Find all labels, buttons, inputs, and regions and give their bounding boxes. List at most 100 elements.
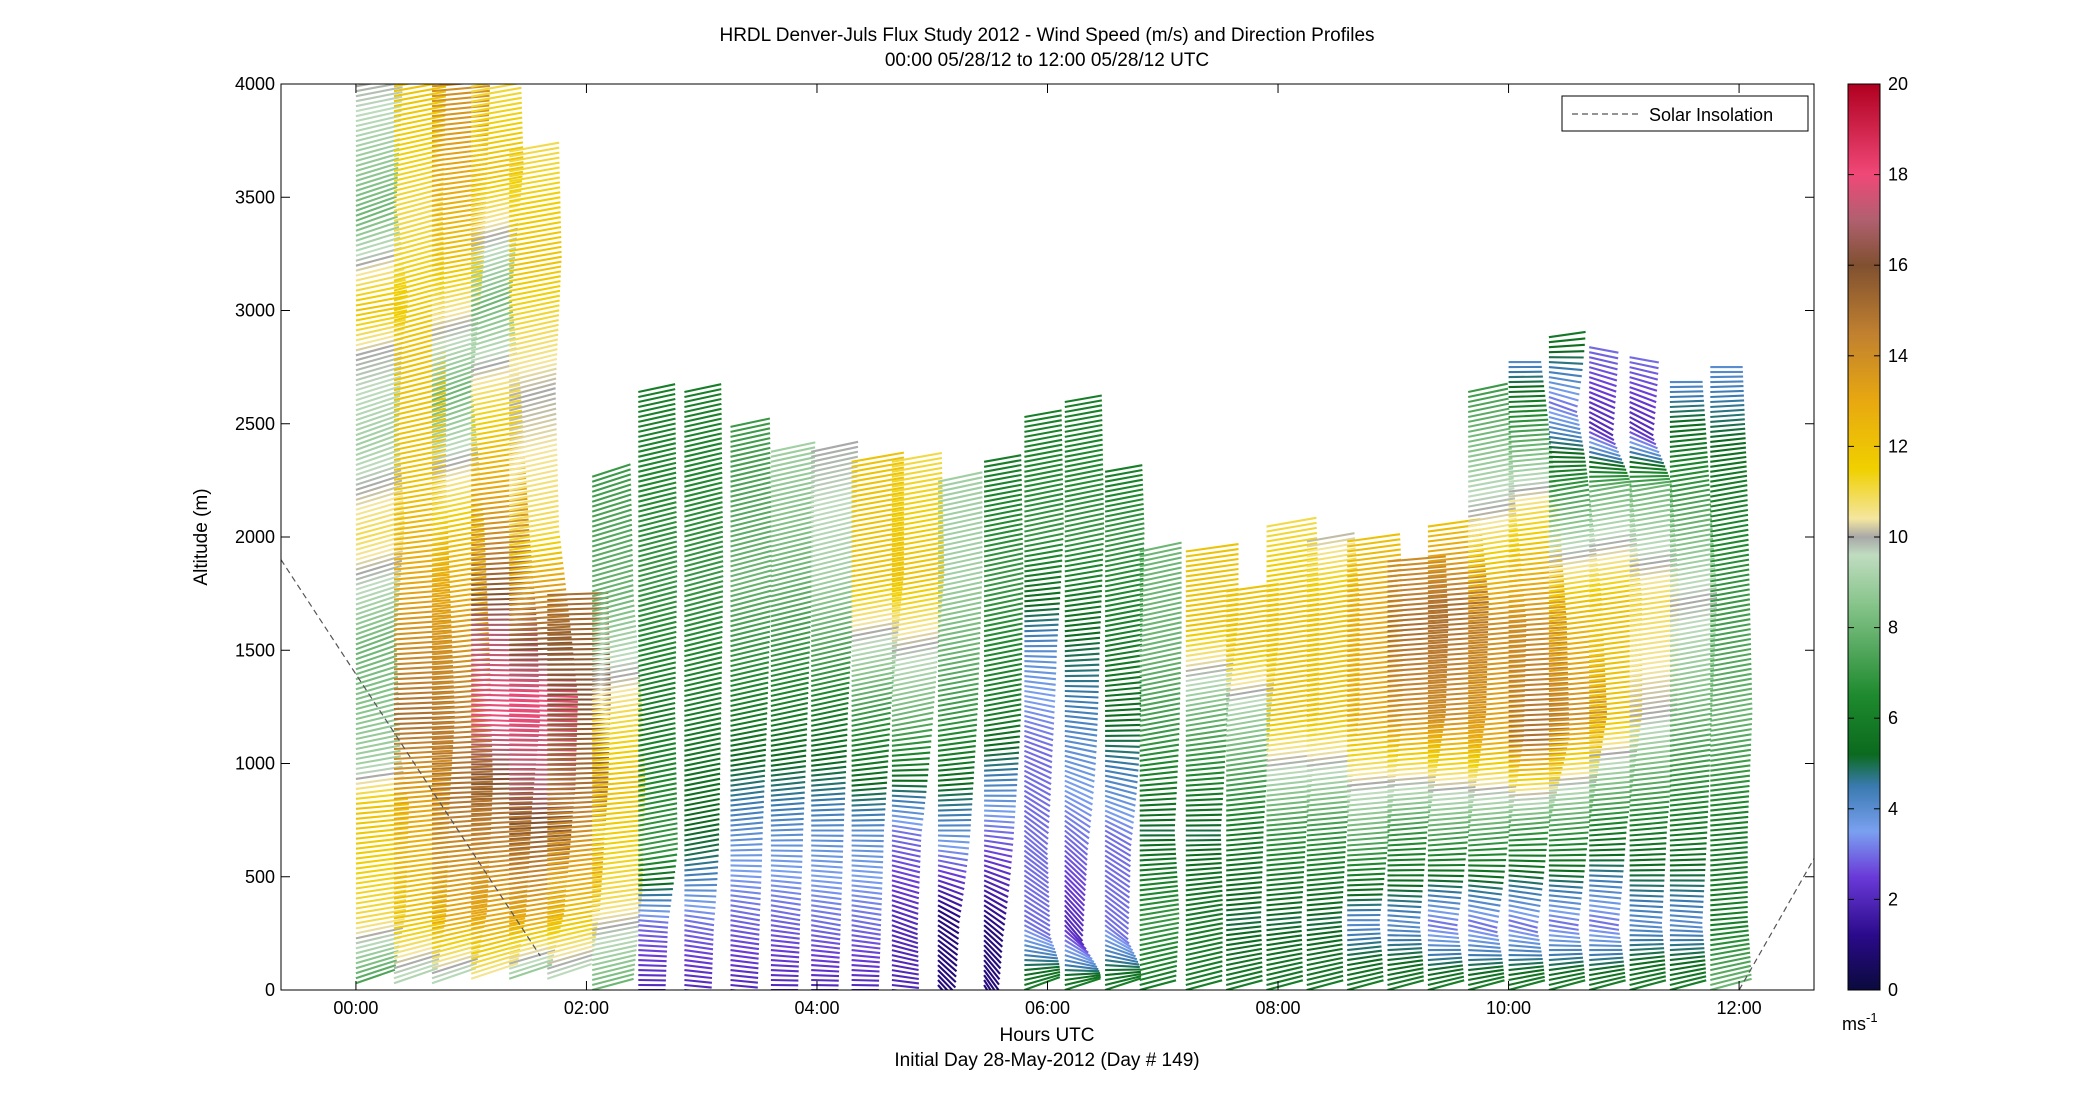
wind-barb bbox=[937, 909, 960, 924]
wind-barb bbox=[1508, 656, 1568, 663]
wind-barb bbox=[851, 691, 893, 703]
wind-barb bbox=[983, 597, 1024, 608]
wind-barb bbox=[431, 440, 478, 457]
wind-barb bbox=[638, 767, 677, 777]
wind-barb bbox=[355, 686, 399, 701]
wind-barb bbox=[1139, 786, 1177, 792]
wind-barb bbox=[810, 490, 858, 503]
wind-barb bbox=[393, 438, 447, 452]
wind-barb bbox=[1064, 394, 1102, 404]
wind-barb bbox=[431, 326, 478, 342]
wind-barb bbox=[431, 770, 493, 775]
wind-barb bbox=[1669, 722, 1712, 732]
wind-barb bbox=[638, 565, 678, 578]
wind-barb bbox=[1669, 821, 1708, 827]
wind-barb bbox=[591, 548, 633, 563]
wind-barb bbox=[1468, 755, 1521, 762]
wind-barb bbox=[730, 738, 767, 747]
wind-barb bbox=[1548, 381, 1581, 390]
wind-barb bbox=[470, 336, 516, 352]
wind-barb bbox=[1427, 979, 1465, 990]
wind-barb bbox=[1064, 914, 1084, 937]
wind-barb bbox=[1104, 488, 1144, 498]
wind-barb bbox=[1508, 702, 1569, 708]
wind-barb bbox=[1468, 810, 1513, 817]
wind-barb bbox=[638, 496, 677, 508]
wind-barb bbox=[355, 954, 398, 970]
wind-barb bbox=[638, 870, 676, 877]
wind-barb bbox=[1139, 687, 1181, 698]
wind-barb bbox=[891, 625, 941, 638]
wind-barb bbox=[1387, 685, 1447, 693]
wind-barb bbox=[470, 275, 514, 292]
wind-barb bbox=[1548, 874, 1585, 878]
colorbar-tick-label: 4 bbox=[1888, 799, 1898, 819]
wind-barb bbox=[770, 610, 812, 623]
wind-barb bbox=[509, 141, 560, 153]
wind-barb bbox=[770, 914, 801, 922]
wind-barb bbox=[891, 606, 942, 618]
wind-barb bbox=[1468, 795, 1515, 802]
wind-barb bbox=[983, 688, 1022, 698]
wind-barb bbox=[355, 913, 406, 925]
wind-barb bbox=[1468, 968, 1504, 977]
wind-barb bbox=[431, 260, 485, 272]
wind-barb bbox=[355, 84, 401, 93]
wind-barb bbox=[1629, 842, 1667, 847]
wind-barb bbox=[1064, 414, 1103, 423]
wind-barb bbox=[1629, 739, 1675, 747]
wind-barb bbox=[1710, 900, 1748, 907]
wind-barb bbox=[1266, 881, 1304, 887]
wind-barb bbox=[770, 859, 803, 863]
wind-barb bbox=[471, 852, 530, 861]
wind-barb bbox=[1139, 702, 1181, 713]
wind-barb bbox=[1589, 547, 1638, 558]
wind-barb bbox=[1347, 958, 1383, 967]
wind-barb bbox=[355, 433, 400, 451]
wind-barb bbox=[1629, 955, 1665, 962]
wind-barb bbox=[1024, 453, 1063, 463]
wind-barb bbox=[891, 556, 945, 568]
wind-barb bbox=[1508, 752, 1567, 757]
wind-barb bbox=[1468, 452, 1513, 463]
wind-barb bbox=[592, 848, 644, 857]
wind-barb bbox=[1589, 929, 1620, 935]
wind-barb bbox=[431, 226, 486, 237]
wind-barb bbox=[1185, 718, 1228, 727]
wind-barb bbox=[1629, 698, 1678, 708]
wind-barb bbox=[638, 580, 678, 593]
wind-barb bbox=[431, 405, 475, 422]
wind-barb bbox=[1710, 871, 1748, 877]
wind-barb bbox=[811, 959, 840, 964]
wind-barb bbox=[891, 869, 920, 879]
wind-barb bbox=[1104, 483, 1144, 493]
wind-barb bbox=[811, 944, 841, 950]
wind-barb bbox=[811, 869, 843, 874]
wind-barb bbox=[471, 116, 523, 128]
wind-barb bbox=[1387, 735, 1443, 742]
wind-barb bbox=[547, 776, 609, 781]
wind-barb bbox=[355, 649, 398, 666]
wind-barb bbox=[1467, 382, 1508, 394]
wind-barb bbox=[431, 374, 474, 392]
wind-barb bbox=[638, 742, 677, 752]
wind-barb bbox=[810, 645, 852, 658]
wind-barb bbox=[1104, 774, 1138, 784]
wind-barb bbox=[470, 295, 512, 312]
wind-barb bbox=[1387, 555, 1446, 563]
wind-barb bbox=[355, 162, 399, 178]
wind-barb bbox=[1427, 580, 1487, 588]
wind-barb bbox=[851, 491, 905, 503]
wind-barb bbox=[983, 571, 1024, 583]
wind-barb bbox=[1225, 956, 1263, 967]
wind-barb bbox=[1064, 433, 1103, 443]
wind-barb bbox=[1185, 974, 1223, 987]
wind-barb bbox=[509, 604, 569, 611]
wind-barb bbox=[983, 577, 1024, 588]
wind-barb bbox=[638, 842, 678, 852]
wind-barb bbox=[811, 929, 841, 936]
wind-barb bbox=[355, 215, 398, 232]
wind-barb bbox=[1629, 371, 1659, 381]
wind-barb bbox=[684, 883, 718, 887]
wind-barb bbox=[1629, 538, 1676, 548]
